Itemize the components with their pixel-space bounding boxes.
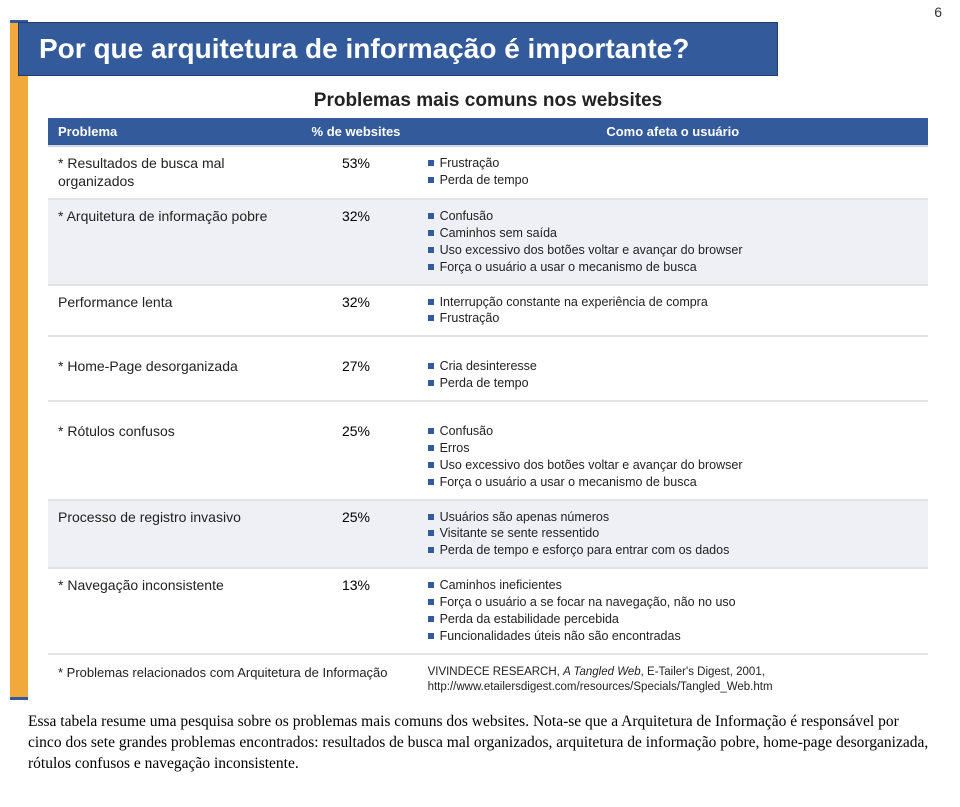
effect-item: Usuários são apenas números: [428, 509, 918, 526]
footnote-text: * Problemas relacionados com Arquitetura…: [48, 654, 418, 704]
effect-item: Caminhos ineficientes: [428, 577, 918, 594]
table-header-row: Problema % de websites Como afeta o usuá…: [48, 118, 928, 146]
effect-item: Visitante se sente ressentido: [428, 525, 918, 542]
problem-cell: Processo de registro invasivo: [48, 500, 294, 569]
slide-title-box: Por que arquitetura de informação é impo…: [18, 22, 778, 76]
effect-item: Interrupção constante na experiência de …: [428, 294, 918, 311]
effect-item: Caminhos sem saída: [428, 225, 918, 242]
effects-cell: Caminhos ineficientesForça o usuário a s…: [418, 568, 928, 654]
effect-item: Uso excessivo dos botões voltar e avança…: [428, 457, 918, 474]
problem-cell: * Home-Page desorganizada: [48, 350, 294, 401]
col-effect-header: Como afeta o usuário: [418, 118, 928, 146]
table-row: * Home-Page desorganizada27%Cria desinte…: [48, 350, 928, 401]
effects-cell: Interrupção constante na experiência de …: [418, 285, 928, 337]
effect-item: Frustração: [428, 310, 918, 327]
effect-item: Uso excessivo dos botões voltar e avança…: [428, 242, 918, 259]
table-row: * Arquitetura de informação pobre32%Conf…: [48, 199, 928, 285]
effects-cell: FrustraçãoPerda de tempo: [418, 146, 928, 199]
percent-cell: 25%: [294, 500, 417, 569]
problem-cell: * Arquitetura de informação pobre: [48, 199, 294, 285]
effects-cell: ConfusãoCaminhos sem saídaUso excessivo …: [418, 199, 928, 285]
slide-title: Por que arquitetura de informação é impo…: [39, 33, 757, 65]
citation-text: VIVINDECE RESEARCH, A Tangled Web, E-Tai…: [418, 654, 928, 704]
percent-cell: 32%: [294, 199, 417, 285]
effect-item: Erros: [428, 440, 918, 457]
problem-cell: * Navegação inconsistente: [48, 568, 294, 654]
percent-cell: 25%: [294, 415, 417, 500]
effect-item: Perda da estabilidade percebida: [428, 611, 918, 628]
effect-item: Funcionalidades úteis não são encontrada…: [428, 628, 918, 645]
effect-item: Força o usuário a se focar na navegação,…: [428, 594, 918, 611]
group-gap: [48, 401, 928, 415]
effect-item: Perda de tempo e esforço para entrar com…: [428, 542, 918, 559]
effect-item: Frustração: [428, 155, 918, 172]
page-number: 6: [934, 4, 942, 20]
summary-paragraph: Essa tabela resume uma pesquisa sobre os…: [28, 712, 932, 775]
footnote-row: * Problemas relacionados com Arquitetura…: [48, 654, 928, 704]
effects-cell: ConfusãoErrosUso excessivo dos botões vo…: [418, 415, 928, 500]
col-percent-header: % de websites: [294, 118, 417, 146]
percent-cell: 27%: [294, 350, 417, 401]
effect-item: Força o usuário a usar o mecanismo de bu…: [428, 474, 918, 491]
percent-cell: 32%: [294, 285, 417, 337]
effects-cell: Cria desinteressePerda de tempo: [418, 350, 928, 401]
table-row: * Rótulos confusos25%ConfusãoErrosUso ex…: [48, 415, 928, 500]
table-row: * Navegação inconsistente13%Caminhos ine…: [48, 568, 928, 654]
effect-item: Perda de tempo: [428, 375, 918, 392]
problem-cell: * Resultados de busca mal organizados: [48, 146, 294, 199]
table-row: Processo de registro invasivo25%Usuários…: [48, 500, 928, 569]
effect-item: Confusão: [428, 423, 918, 440]
group-gap: [48, 336, 928, 350]
problem-cell: * Rótulos confusos: [48, 415, 294, 500]
table-caption: Problemas mais comuns nos websites: [48, 90, 928, 112]
problems-table: Problema % de websites Como afeta o usuá…: [48, 118, 928, 704]
table-row: * Resultados de busca mal organizados53%…: [48, 146, 928, 199]
effect-item: Perda de tempo: [428, 172, 918, 189]
percent-cell: 13%: [294, 568, 417, 654]
col-problem-header: Problema: [48, 118, 294, 146]
problem-cell: Performance lenta: [48, 285, 294, 337]
table-row: Performance lenta32% Interrupção constant…: [48, 285, 928, 337]
effects-cell: Usuários são apenas númerosVisitante se …: [418, 500, 928, 569]
effect-item: Confusão: [428, 208, 918, 225]
percent-cell: 53%: [294, 146, 417, 199]
effect-item: Cria desinteresse: [428, 358, 918, 375]
effect-item: Força o usuário a usar o mecanismo de bu…: [428, 259, 918, 276]
content-area: Problemas mais comuns nos websites Probl…: [48, 90, 928, 704]
left-accent-stripe: [10, 20, 28, 700]
